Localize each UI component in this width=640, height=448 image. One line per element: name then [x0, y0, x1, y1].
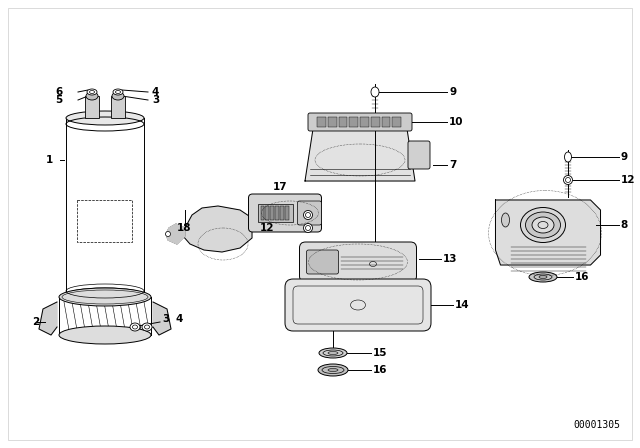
Polygon shape — [166, 224, 185, 244]
Bar — [339, 117, 348, 127]
Ellipse shape — [532, 217, 554, 233]
Bar — [392, 117, 401, 127]
Text: 16: 16 — [373, 365, 387, 375]
Text: 17: 17 — [273, 182, 287, 192]
Ellipse shape — [166, 232, 170, 237]
Bar — [285, 206, 289, 220]
Ellipse shape — [130, 323, 140, 331]
Text: 7: 7 — [449, 160, 456, 170]
Ellipse shape — [318, 364, 348, 376]
Text: 3: 3 — [162, 314, 169, 324]
Text: 12: 12 — [260, 223, 275, 233]
Polygon shape — [39, 302, 57, 335]
Bar — [77, 200, 132, 242]
Text: 9: 9 — [621, 152, 628, 162]
Bar — [257, 204, 293, 222]
Bar — [260, 206, 264, 220]
FancyBboxPatch shape — [248, 194, 321, 232]
Text: 16: 16 — [575, 272, 589, 282]
Ellipse shape — [319, 348, 347, 358]
FancyBboxPatch shape — [307, 250, 339, 274]
Ellipse shape — [539, 276, 547, 279]
Ellipse shape — [563, 176, 573, 185]
FancyBboxPatch shape — [308, 113, 412, 131]
FancyBboxPatch shape — [298, 201, 321, 225]
Text: 4: 4 — [152, 87, 159, 97]
Bar — [371, 117, 380, 127]
Bar — [328, 117, 337, 127]
Ellipse shape — [59, 288, 151, 306]
Bar — [360, 117, 369, 127]
Text: 1: 1 — [46, 155, 53, 165]
Ellipse shape — [142, 323, 152, 331]
Text: 11: 11 — [260, 210, 275, 220]
Bar — [266, 206, 269, 220]
Text: 10: 10 — [449, 117, 463, 127]
Text: 4: 4 — [175, 314, 182, 324]
Ellipse shape — [502, 213, 509, 227]
Ellipse shape — [371, 87, 379, 97]
Ellipse shape — [328, 352, 338, 354]
Ellipse shape — [112, 92, 124, 100]
Text: 14: 14 — [455, 300, 470, 310]
Ellipse shape — [564, 152, 572, 162]
Ellipse shape — [328, 369, 338, 371]
Bar — [111, 96, 125, 118]
Polygon shape — [153, 302, 171, 335]
Ellipse shape — [520, 207, 566, 242]
Ellipse shape — [87, 89, 97, 95]
Polygon shape — [495, 200, 600, 265]
Ellipse shape — [66, 288, 144, 302]
Text: 8: 8 — [621, 220, 628, 230]
Ellipse shape — [66, 111, 144, 125]
Polygon shape — [305, 129, 415, 181]
Bar — [85, 96, 99, 118]
Text: 5: 5 — [55, 95, 62, 105]
Ellipse shape — [113, 89, 123, 95]
Text: 13: 13 — [442, 254, 457, 264]
Ellipse shape — [303, 211, 312, 220]
Text: 3: 3 — [152, 95, 159, 105]
Text: 2: 2 — [32, 317, 39, 327]
Ellipse shape — [529, 272, 557, 282]
Ellipse shape — [86, 92, 98, 100]
Bar — [280, 206, 284, 220]
Text: 9: 9 — [449, 87, 456, 97]
Ellipse shape — [525, 212, 561, 238]
Ellipse shape — [303, 224, 312, 233]
Bar — [349, 117, 358, 127]
FancyBboxPatch shape — [408, 141, 430, 169]
Bar — [271, 206, 275, 220]
Ellipse shape — [59, 326, 151, 344]
Bar — [275, 206, 279, 220]
Text: 15: 15 — [373, 348, 387, 358]
Polygon shape — [183, 206, 252, 252]
FancyBboxPatch shape — [300, 242, 417, 282]
Bar — [381, 117, 390, 127]
Text: 00001305: 00001305 — [573, 420, 620, 430]
Text: 6: 6 — [55, 87, 62, 97]
Bar — [317, 117, 326, 127]
Text: 12: 12 — [621, 175, 635, 185]
FancyBboxPatch shape — [285, 279, 431, 331]
Text: 18: 18 — [177, 223, 191, 233]
